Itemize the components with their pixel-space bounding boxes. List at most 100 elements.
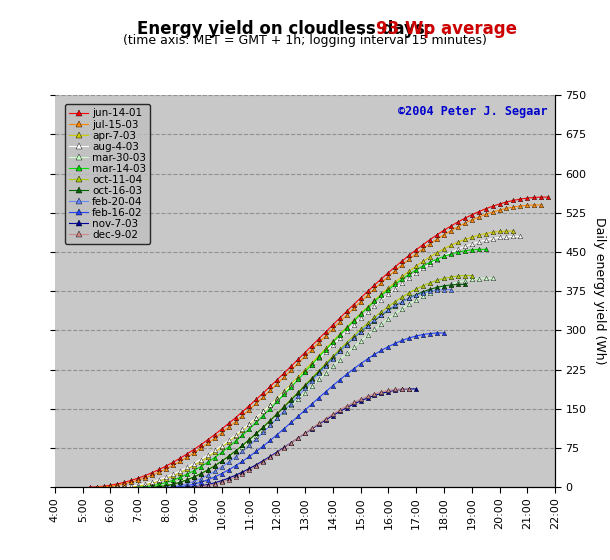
Point [370,301,379,310]
Point [453,217,463,226]
Point [265,420,275,429]
Point [286,438,296,447]
Point [265,421,275,430]
Point [536,200,546,209]
Point [314,351,324,360]
Point [349,333,359,342]
Point [384,342,393,351]
Point [237,441,248,450]
Point [390,339,400,348]
Point [224,436,234,445]
Point [481,204,490,213]
Point [467,211,476,220]
Point [217,478,226,487]
Point [328,338,338,347]
Point [501,232,511,241]
Point [404,288,414,297]
Point [140,471,150,480]
Point [265,453,275,462]
Point [384,306,393,315]
Point [168,476,178,485]
Point [362,321,372,330]
Point [321,359,331,368]
Point [307,358,317,367]
Point [328,324,338,333]
Point [397,385,407,394]
Point [481,236,490,245]
Point [495,199,504,208]
Point [342,402,351,410]
Point [272,375,282,384]
Point [293,412,303,421]
Point [321,414,331,423]
Point [126,478,136,487]
Point [147,482,157,491]
Point [237,441,248,450]
Point [439,282,449,291]
Point [237,457,248,466]
Point [189,483,199,492]
Point [432,329,442,338]
Point [189,459,199,468]
Point [154,480,164,489]
Point [501,227,511,236]
Point [328,352,338,361]
Point [112,483,122,492]
Point [474,231,484,240]
Point [453,280,463,289]
Point [411,249,421,258]
Point [224,452,234,461]
Point [376,296,386,305]
Point [210,453,220,462]
Point [210,461,220,470]
Point [390,386,400,395]
Point [140,483,150,492]
Point [362,319,372,328]
Point [168,458,178,467]
Point [335,405,345,414]
Point [189,477,199,486]
Point [474,213,484,222]
Point [411,245,421,254]
Point [467,232,476,241]
Point [522,201,532,210]
Point [203,439,213,448]
Point [210,461,220,470]
Point [293,433,303,442]
Point [300,367,310,376]
Point [251,429,261,438]
Point [196,482,206,491]
Point [411,332,421,340]
Point [335,330,345,339]
Point [404,293,414,302]
Point [481,274,490,283]
Point [203,475,213,484]
Point [370,296,379,305]
Point [321,387,331,396]
Point [217,463,226,472]
Point [342,403,351,412]
Point [231,447,240,456]
Point [265,386,275,395]
Point [439,226,449,235]
Point [356,297,365,306]
Point [439,282,449,291]
Point [432,285,442,294]
Point [265,416,275,424]
Point [321,331,331,340]
Point [203,458,213,467]
Point [293,374,303,383]
Point [245,405,254,414]
Point [140,482,150,491]
Point [272,394,282,403]
Point [224,475,234,484]
Point [272,430,282,439]
Point [182,463,192,472]
Point [384,314,393,323]
Point [265,404,275,413]
Point [544,193,553,202]
Point [237,469,248,478]
Point [349,332,359,340]
Point [307,381,317,390]
Point [432,276,442,285]
